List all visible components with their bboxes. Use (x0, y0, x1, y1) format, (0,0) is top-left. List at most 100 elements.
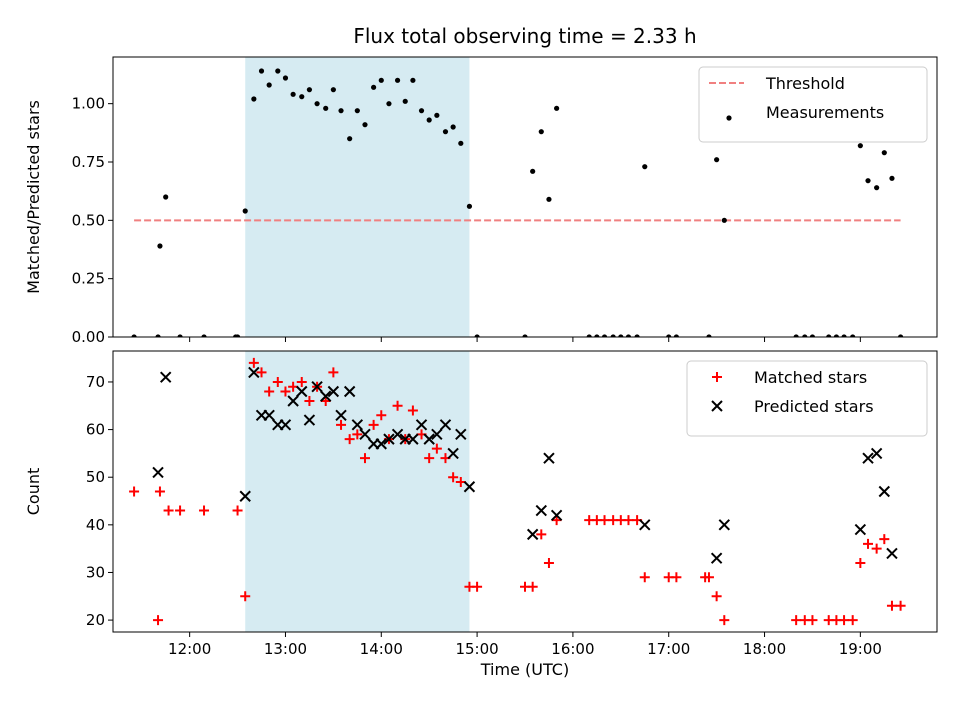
panel-2-predicted-stars-point (375, 438, 387, 450)
panel-1-measurements-point (586, 334, 592, 337)
panel-2-predicted-stars-point (239, 490, 251, 502)
panel-2-legend-matched-stars-handle (712, 372, 722, 382)
panel-2-matched-stars-point (368, 419, 379, 430)
panel-1-measurements-point (826, 334, 832, 337)
panel-1-ytick-label: 0.00 (72, 328, 105, 346)
panel-2-ytick-label: 70 (86, 373, 105, 391)
panel-2-matched-stars-point (536, 529, 547, 540)
panel-2-matched-stars-point (352, 429, 363, 440)
panel-2-xtick-label: 19:00 (839, 640, 882, 658)
panel-2-predicted-stars-point (343, 385, 356, 398)
panel-1-measurements-point (458, 140, 464, 146)
panel-2-predicted-stars-point (423, 433, 435, 445)
panel-1-measurements-point (841, 334, 847, 337)
panel-2-legend-matched-stars-label: Matched stars (754, 368, 867, 387)
panel-2-matched-stars-point (392, 400, 403, 411)
panel-2-legend-predicted-stars-handle (711, 400, 723, 412)
panel-2-plot-area (129, 351, 906, 632)
panel-2-matched-stars-point (543, 557, 554, 568)
panel-2-matched-stars-point (671, 572, 682, 583)
panel-1-measurements-point (857, 143, 863, 149)
panel-1-measurements-point (450, 124, 456, 130)
panel-2-legend (686, 360, 928, 437)
panel-2-xtick-label: 16:00 (551, 640, 594, 658)
panel-2-matched-stars-point (336, 419, 347, 430)
panel-2-predicted-stars-point (263, 409, 275, 422)
panel-1-measurements-point (275, 68, 281, 74)
panel-1-measurements-point (386, 101, 392, 107)
panel-1-measurements-point (258, 68, 265, 74)
panel-2-matched-stars-point (153, 615, 164, 626)
panel-1-legend-box (698, 66, 928, 143)
panel-2-matched-stars-point (839, 615, 850, 626)
panel-2-predicted-stars-point (159, 371, 172, 383)
panel-1-measurements-point (426, 117, 432, 123)
panel-2-xtick-label: 15:00 (455, 640, 498, 658)
panel-2-matched-stars-point (639, 572, 650, 583)
panel-2-matched-stars-point (163, 505, 174, 516)
panel-1-ytick-label: 1.00 (72, 95, 105, 113)
panel-1-measurements-point (625, 334, 632, 337)
panel-1-measurements-point (889, 175, 895, 181)
panel-2-predicted-stars-point (319, 390, 332, 402)
panel-2-xtick-label: 12:00 (168, 640, 211, 658)
panel-2-matched-stars-point (599, 515, 610, 526)
panel-2-predicted-stars-point (415, 419, 428, 431)
panel-1-measurements-point (594, 334, 600, 337)
panel-1-legend-measurements-handle (726, 115, 732, 121)
panel-1-measurements-point (371, 84, 377, 90)
panel-2-matched-stars-point (328, 367, 339, 378)
panel-1-ylabel: Matched/Predicted stars (24, 100, 43, 294)
panel-2-matched-stars-point (248, 357, 259, 368)
panel-2-ytick-label: 20 (86, 611, 105, 629)
panel-2-predicted-stars-point (303, 414, 316, 426)
panel-1-measurements-point (418, 108, 425, 114)
panel-2-predicted-stars-point (359, 428, 371, 441)
panel-1-shaded-region (245, 57, 470, 337)
panel-1-measurements-point (131, 334, 137, 337)
panel-2-predicted-stars-point (335, 409, 347, 422)
panel-2-matched-stars-point (886, 600, 897, 611)
panel-2-matched-stars-point (863, 538, 874, 549)
panel-2-matched-stars-point (175, 505, 186, 516)
panel-2-ytick-label: 40 (86, 516, 105, 534)
panel-2-frame (112, 350, 938, 633)
panel-1-ytick-label: 0.50 (72, 211, 105, 229)
panel-2-predicted-stars-point (447, 447, 459, 460)
panel-1-measurements-point (554, 105, 560, 111)
panel-2-matched-stars-point (199, 505, 210, 516)
panel-2-predicted-stars-point (463, 481, 476, 493)
panel-2-xtick-label: 17:00 (647, 640, 690, 658)
panel-1-legend (698, 66, 928, 143)
panel-1-measurements-point (897, 334, 904, 337)
panel-2-predicted-stars-point (535, 504, 547, 517)
panel-2-predicted-stars-point (311, 381, 323, 393)
panel-1-measurements-point (610, 334, 616, 337)
panel-2-legend-box (686, 360, 928, 437)
panel-1-measurements-point (354, 108, 360, 114)
panel-1-measurements-point (299, 94, 305, 100)
panel-2-xtick-label: 18:00 (743, 640, 786, 658)
panel-1-measurements-point (601, 334, 608, 337)
panel-1-measurements-point (833, 334, 839, 337)
panel-1-measurements-point (466, 203, 473, 209)
panel-2-predicted-stars-point (391, 428, 404, 441)
panel-2-matched-stars-point (296, 376, 307, 387)
panel-2-matched-stars-point (232, 505, 243, 516)
panel-2-predicted-stars-point (878, 485, 891, 498)
panel-1-measurements-point (402, 98, 408, 104)
panel-1-frame (112, 56, 938, 338)
panel-2-predicted-stars-point (152, 466, 164, 479)
panel-2-predicted-stars-point (886, 547, 898, 560)
panel-2-matched-stars-point (280, 386, 291, 397)
panel-2-matched-stars-point (154, 486, 165, 497)
panel-1-measurements-point (157, 243, 163, 249)
panel-2-matched-stars-point (895, 600, 906, 611)
panel-2-predicted-stars-point (710, 552, 723, 564)
panel-1-measurements-point (634, 334, 640, 337)
panel-1-measurements-point (163, 194, 169, 200)
panel-2-matched-stars-point (376, 410, 387, 421)
panel-1-measurements-point (618, 334, 624, 337)
panel-1-measurements-point (347, 136, 353, 142)
